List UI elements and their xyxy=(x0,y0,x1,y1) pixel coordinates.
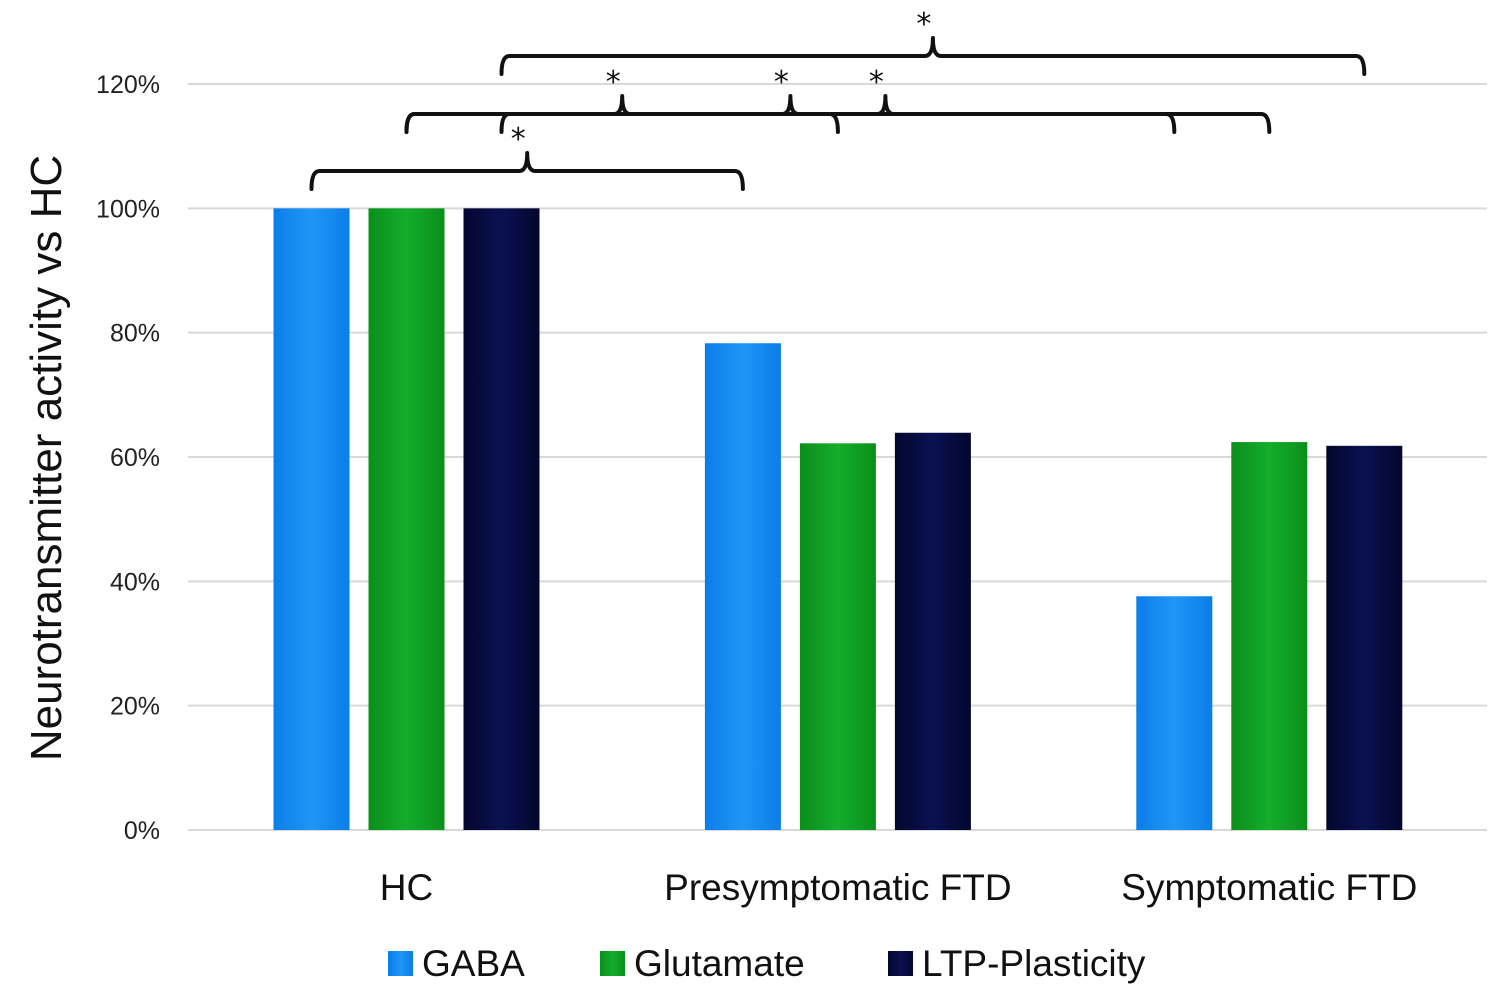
bar-gaba-0 xyxy=(273,208,350,831)
y-axis-ticks: 0% 20% 40% 60% 80% 100% 120% xyxy=(96,71,160,845)
significance-bracket xyxy=(499,36,1367,76)
legend-swatch xyxy=(388,951,413,976)
legend-swatch xyxy=(888,951,913,976)
significance-brackets: * * * * * xyxy=(309,7,1367,191)
y-tick-label: 100% xyxy=(96,195,160,223)
legend-label: LTP-Plasticity xyxy=(922,943,1146,984)
significance-star: * xyxy=(774,65,789,100)
y-tick-label: 20% xyxy=(110,693,160,721)
y-tick-label: 80% xyxy=(110,320,160,348)
y-tick-label: 120% xyxy=(96,71,160,99)
x-axis-categories: HC Presymptomatic FTD Symptomatic FTD xyxy=(380,867,1418,908)
significance-star: * xyxy=(606,65,621,100)
significance-star: * xyxy=(869,65,884,100)
bar-glutamate-2 xyxy=(1231,442,1308,830)
bars xyxy=(273,208,1403,831)
significance-bracket xyxy=(499,94,1272,134)
bar-ltp-plasticity-2 xyxy=(1326,445,1403,830)
bar-ltp-plasticity-1 xyxy=(894,432,971,830)
bar-gaba-2 xyxy=(1136,596,1213,830)
y-tick-label: 40% xyxy=(110,568,160,596)
x-category-label: Presymptomatic FTD xyxy=(664,867,1011,908)
y-tick-label: 0% xyxy=(124,817,160,845)
bar-glutamate-0 xyxy=(368,208,445,831)
y-axis-label: Neurotransmitter activity vs HC xyxy=(22,155,71,761)
legend: GABA Glutamate LTP-Plasticity xyxy=(388,943,1146,984)
y-tick-label: 60% xyxy=(110,444,160,472)
legend-label: Glutamate xyxy=(634,943,805,984)
legend-label: GABA xyxy=(422,943,525,984)
significance-star: * xyxy=(511,122,526,157)
legend-swatch xyxy=(600,951,625,976)
significance-bracket xyxy=(309,151,745,191)
bar-gaba-1 xyxy=(704,343,781,830)
significance-star: * xyxy=(916,7,931,42)
bar-glutamate-1 xyxy=(799,443,876,830)
x-category-label: HC xyxy=(380,867,433,908)
bar-ltp-plasticity-0 xyxy=(463,208,540,831)
x-category-label: Symptomatic FTD xyxy=(1121,867,1417,908)
